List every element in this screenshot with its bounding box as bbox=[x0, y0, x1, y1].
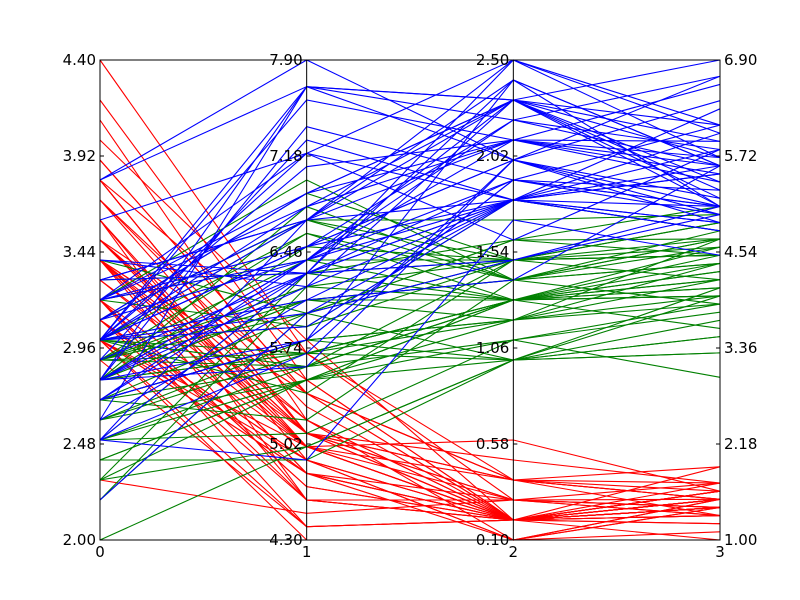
series-2-line-22 bbox=[99, 75, 721, 381]
series-0-line-40 bbox=[99, 239, 721, 517]
axis-1-tick-label: 4.30 bbox=[269, 531, 302, 549]
series-2-line-37 bbox=[99, 173, 721, 321]
series-2-line-44 bbox=[99, 59, 721, 281]
series-1-line-40 bbox=[99, 262, 721, 421]
series-2-line-9 bbox=[99, 59, 721, 221]
axis-0-tick-label: 3.92 bbox=[63, 147, 96, 165]
series-2-line-46 bbox=[99, 179, 721, 441]
series-2-line-48 bbox=[99, 99, 721, 288]
axis-1-tick-label: 5.74 bbox=[269, 339, 302, 357]
x-tick-label: 0 bbox=[95, 543, 105, 561]
axis-0-tick-label: 2.48 bbox=[63, 435, 96, 453]
axes bbox=[99, 59, 721, 541]
series-1-line-29 bbox=[99, 336, 721, 421]
axis-2-tick-label: 2.02 bbox=[476, 147, 509, 165]
series-2-line-45 bbox=[99, 99, 721, 341]
plot-frame bbox=[99, 59, 721, 541]
series-1-line-37 bbox=[99, 262, 721, 481]
series-0-line-43 bbox=[99, 239, 721, 492]
series-1-line-47 bbox=[99, 270, 721, 361]
axis-1-tick-label: 7.18 bbox=[269, 147, 302, 165]
series-2-line-49 bbox=[99, 199, 721, 341]
series-2-line-38 bbox=[99, 199, 721, 341]
series-2-line-29 bbox=[99, 148, 721, 341]
series-2-line-34 bbox=[99, 165, 721, 421]
series-1-line-19 bbox=[99, 303, 721, 441]
series-2-line-31 bbox=[99, 59, 721, 181]
series-2-line-11 bbox=[99, 179, 721, 401]
axis-3-tick-label: 3.36 bbox=[724, 339, 757, 357]
series-2-line-42 bbox=[99, 179, 721, 401]
series-lines bbox=[99, 59, 721, 541]
x-tick-label: 3 bbox=[715, 543, 725, 561]
series-2-line-32 bbox=[99, 119, 721, 381]
axis-1-tick-label: 5.02 bbox=[269, 435, 302, 453]
series-2-line-43 bbox=[99, 99, 721, 301]
axis-2-tick-label: 0.10 bbox=[476, 531, 509, 549]
series-0-line-42 bbox=[99, 299, 721, 528]
axis-0-tick-label: 4.40 bbox=[63, 51, 96, 69]
series-1-line-31 bbox=[99, 319, 721, 461]
axis-0-tick-label: 2.96 bbox=[63, 339, 96, 357]
axis-2-tick-label: 0.58 bbox=[476, 435, 509, 453]
series-2-line-41 bbox=[99, 99, 721, 321]
series-1-line-49 bbox=[99, 287, 721, 381]
series-0-line-22 bbox=[99, 219, 721, 541]
axis-3-tick-label: 5.72 bbox=[724, 147, 757, 165]
axis-3-tick-label: 6.90 bbox=[724, 51, 757, 69]
series-1-line-48 bbox=[99, 339, 721, 441]
axis-0-tick-label: 3.44 bbox=[63, 243, 96, 261]
series-2-line-47 bbox=[99, 159, 721, 341]
x-tick-label: 2 bbox=[509, 543, 519, 561]
series-2-line-19 bbox=[99, 214, 721, 501]
axis-3-tick-label: 4.54 bbox=[724, 243, 757, 261]
series-0-line-41 bbox=[99, 479, 721, 517]
axis-3-tick-label: 1.00 bbox=[724, 531, 757, 549]
axis-2-tick-label: 1.06 bbox=[476, 339, 509, 357]
series-2-line-40 bbox=[99, 79, 721, 321]
series-1-line-23 bbox=[99, 238, 721, 381]
series-0-line-48 bbox=[99, 199, 721, 521]
series-1-line-42 bbox=[99, 295, 721, 421]
series-2-line-35 bbox=[99, 86, 721, 341]
axis-0-tick-label: 2.00 bbox=[63, 531, 96, 549]
axis-2-tick-label: 2.50 bbox=[476, 51, 509, 69]
series-0-line-46 bbox=[99, 179, 721, 521]
tick-labels: 2.00 2.48 2.96 3.44 3.92 4.40 4.30 5.02 5.74 6.46… bbox=[63, 51, 758, 561]
series-0-line-37 bbox=[99, 219, 721, 541]
series-1-line-35 bbox=[99, 239, 721, 314]
axis-1-tick-label: 6.46 bbox=[269, 243, 302, 261]
axis-1-tick-label: 7.90 bbox=[269, 51, 302, 69]
axis-2-tick-label: 1.54 bbox=[476, 243, 509, 261]
series-2-line-17 bbox=[99, 75, 721, 181]
axis-3-tick-label: 2.18 bbox=[724, 435, 757, 453]
series-1-line-45 bbox=[99, 279, 721, 354]
series-1-line-43 bbox=[99, 352, 721, 481]
x-tick-label: 1 bbox=[302, 543, 312, 561]
